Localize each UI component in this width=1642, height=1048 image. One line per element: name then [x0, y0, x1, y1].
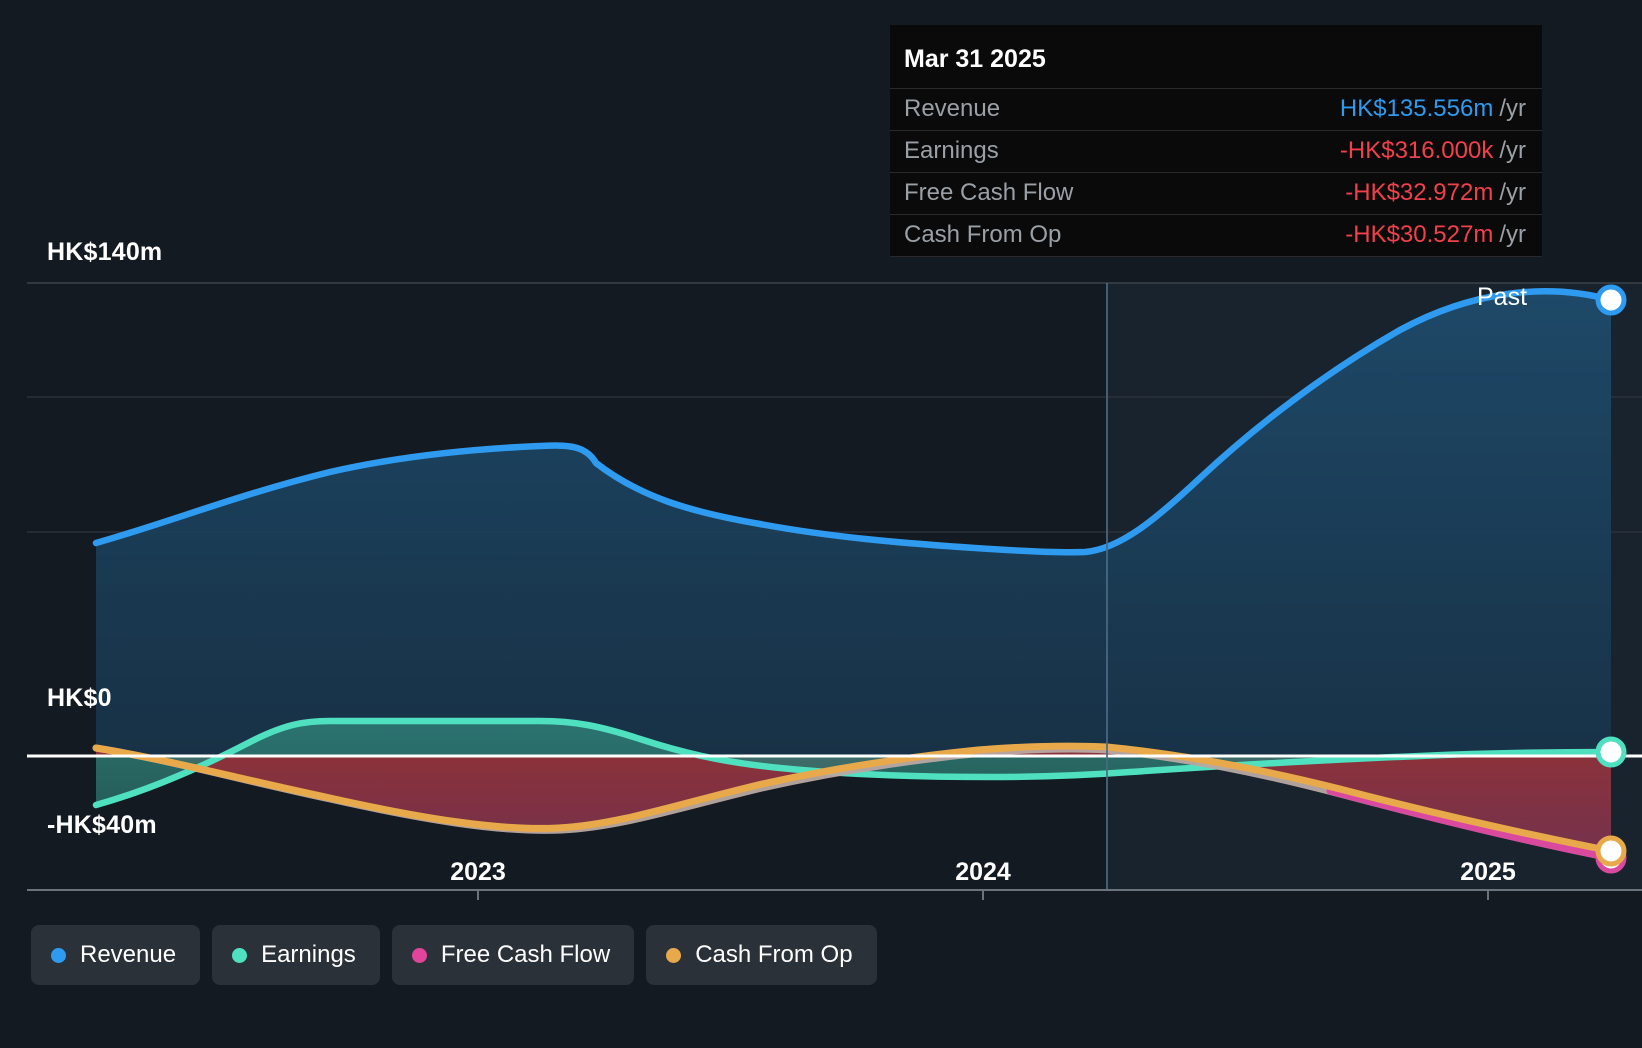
past-region-label: Past [1477, 283, 1528, 311]
legend-item-earnings[interactable]: Earnings [212, 925, 380, 985]
tooltip-row-revenue: Revenue HK$135.556m/yr [890, 88, 1542, 130]
series-endpoint-markers [1595, 284, 1627, 874]
cash-from-op-color-swatch-icon [666, 947, 682, 963]
free-cash-flow-color-swatch-icon [411, 947, 427, 963]
legend-label-revenue: Revenue [80, 941, 177, 968]
legend-label-free-cash-flow: Free Cash Flow [440, 941, 611, 968]
chart-legend: Revenue Earnings Free Cash Flow Cash Fro… [31, 925, 877, 985]
tooltip-label-revenue: Revenue [904, 95, 1001, 122]
tooltip-row-free-cash-flow: Free Cash Flow -HK$32.972m/yr [890, 172, 1542, 214]
earnings-endpoint-marker [1595, 736, 1627, 768]
y-axis-label-bottom: -HK$40m [47, 811, 157, 839]
tooltip-value-cash-from-op: -HK$30.527m [1345, 221, 1494, 248]
x-axis-ticks [477, 890, 1489, 900]
x-axis-tick-2023: 2023 [450, 858, 506, 886]
legend-label-earnings: Earnings [261, 941, 356, 968]
negative-area [96, 748, 1611, 856]
legend-item-free-cash-flow[interactable]: Free Cash Flow [391, 925, 635, 985]
legend-item-cash-from-op[interactable]: Cash From Op [646, 925, 877, 985]
tooltip-label-earnings: Earnings [904, 137, 999, 164]
tooltip-unit-earnings: /yr [1499, 137, 1526, 164]
legend-label-cash-from-op: Cash From Op [695, 941, 853, 968]
revenue-area [96, 291, 1611, 756]
negative-region [96, 748, 1611, 856]
tooltip-unit-cash-from-op: /yr [1499, 221, 1526, 248]
tooltip-row-earnings: Earnings -HK$316.000k/yr [890, 130, 1542, 172]
tooltip-value-revenue: HK$135.556m [1339, 95, 1494, 122]
cash-from-op-line [92, 742, 1615, 855]
revenue-line [92, 288, 1615, 556]
tooltip-label-cash-from-op: Cash From Op [904, 221, 1062, 248]
tooltip-row-cash-from-op: Cash From Op -HK$30.527m/yr [890, 214, 1542, 257]
tooltip-unit-revenue: /yr [1499, 95, 1526, 122]
revenue-series [92, 288, 1615, 756]
legend-item-revenue[interactable]: Revenue [31, 925, 201, 985]
tooltip-value-earnings: -HK$316.000k [1339, 137, 1494, 164]
earnings-color-swatch-icon [232, 947, 248, 963]
x-axis-tick-2024: 2024 [955, 858, 1011, 886]
revenue-endpoint-marker [1595, 284, 1627, 316]
free-cash-flow-line-accent [1326, 787, 1615, 862]
tooltip-value-free-cash-flow: -HK$32.972m [1345, 179, 1494, 206]
tooltip-date-title: Mar 31 2025 [904, 45, 1046, 73]
cash-from-op-series [92, 742, 1615, 855]
revenue-color-swatch-icon [51, 947, 66, 963]
cash-from-op-endpoint-marker [1595, 835, 1627, 867]
y-axis-label-top: HK$140m [47, 238, 163, 266]
tooltip-unit-free-cash-flow: /yr [1499, 179, 1526, 206]
tooltip-label-free-cash-flow: Free Cash Flow [904, 179, 1074, 206]
chart-tooltip: Mar 31 2025 Revenue HK$135.556m/yr Earni… [890, 25, 1542, 257]
y-axis-label-zero: HK$0 [47, 684, 112, 712]
x-axis-tick-2025: 2025 [1460, 858, 1516, 886]
